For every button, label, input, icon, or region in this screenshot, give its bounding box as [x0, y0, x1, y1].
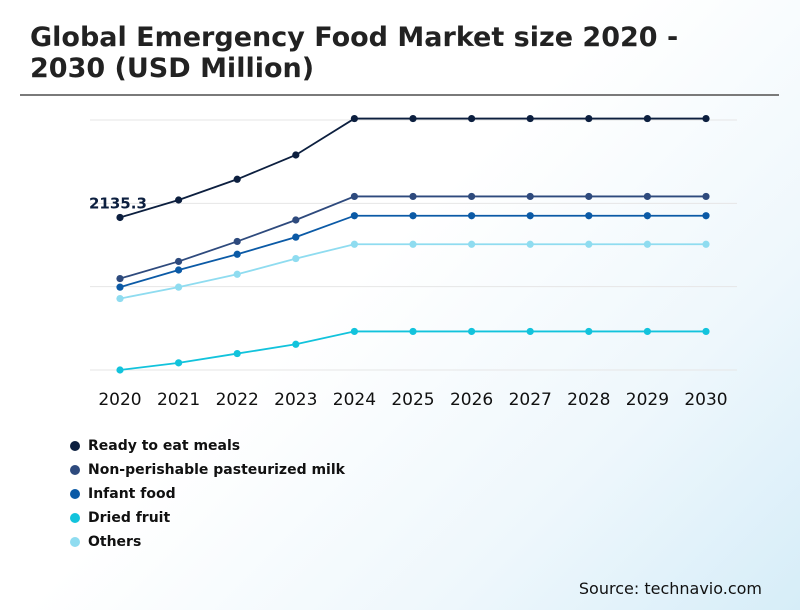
data-point [292, 233, 300, 241]
x-tick-label: 2022 [216, 390, 259, 410]
data-point [526, 114, 534, 123]
legend-dot-icon [70, 465, 80, 475]
data-point [468, 240, 476, 248]
data-point [116, 366, 124, 374]
data-point [233, 175, 241, 183]
data-point [526, 327, 534, 336]
data-point [526, 192, 534, 201]
data-point [292, 254, 300, 263]
legend-item: Non-perishable pasteurized milk [70, 458, 345, 482]
data-point [175, 359, 183, 367]
data-point [468, 114, 476, 123]
legend-label: Non-perishable pasteurized milk [88, 462, 345, 478]
legend-label: Infant food [88, 486, 176, 502]
data-point [526, 212, 534, 220]
data-point [116, 294, 124, 303]
source-credit: Source: technavio.com [578, 579, 762, 598]
data-point [409, 212, 417, 220]
legend-item: Ready to eat meals [70, 434, 345, 458]
data-point [175, 266, 183, 274]
data-point [468, 327, 476, 336]
data-point [116, 283, 124, 291]
data-point [175, 196, 183, 204]
data-point [643, 192, 652, 201]
x-tick-label: 2025 [391, 390, 434, 410]
legend-label: Ready to eat meals [88, 438, 241, 454]
data-point [175, 283, 183, 291]
data-point [702, 192, 710, 201]
data-point [233, 270, 241, 278]
x-tick-label: 2026 [450, 390, 493, 410]
data-point [702, 327, 710, 336]
series-line [119, 117, 706, 219]
x-tick-label: 2024 [333, 390, 376, 410]
legend-item: Infant food [70, 482, 345, 506]
chart-legend: Ready to eat meals Non-perishable pasteur… [70, 434, 345, 554]
data-point [350, 212, 358, 220]
legend-label: Dried fruit [88, 510, 171, 526]
data-point [526, 240, 534, 248]
data-point [702, 212, 710, 220]
data-point [233, 250, 241, 258]
data-point [585, 212, 593, 220]
data-point [350, 192, 358, 201]
data-point [702, 114, 710, 123]
legend-dot-icon [70, 537, 80, 547]
data-point [643, 212, 652, 220]
title-divider [20, 94, 779, 96]
x-tick-label: 2029 [626, 390, 669, 410]
chart-title: Global Emergency Food Market size 2020 -… [30, 22, 679, 84]
legend-item: Others [70, 530, 345, 554]
data-point [350, 114, 358, 123]
x-tick-label: 2021 [157, 390, 200, 410]
legend-dot-icon [70, 441, 80, 451]
data-point [702, 240, 710, 248]
legend-dot-icon [70, 513, 80, 523]
x-tick-label: 2020 [98, 390, 141, 410]
x-tick-label: 2030 [684, 390, 727, 410]
data-point [233, 237, 241, 246]
data-point [292, 340, 300, 348]
data-point [643, 327, 652, 336]
x-tick-label: 2027 [509, 390, 552, 410]
data-point [643, 240, 652, 248]
data-point [116, 274, 124, 283]
line-chart: 2020 2021 2022 2023 2024 2025 2026 2027 2028 2029… [89, 114, 737, 410]
data-point [350, 327, 358, 336]
data-point [350, 240, 358, 248]
data-point [409, 192, 417, 201]
data-point [409, 114, 417, 123]
legend-label: Others [88, 534, 142, 550]
data-point [292, 216, 300, 224]
data-point [585, 327, 593, 336]
data-point [468, 212, 476, 220]
data-point [585, 114, 593, 123]
data-point [585, 192, 593, 201]
data-point [292, 151, 300, 159]
data-point [409, 240, 417, 248]
x-tick-label: 2023 [274, 390, 317, 410]
data-point [175, 257, 183, 266]
data-point [409, 327, 417, 336]
data-point [585, 240, 593, 248]
series-line [119, 243, 706, 300]
legend-item: Dried fruit [70, 506, 345, 530]
data-point [233, 349, 241, 358]
series-line [119, 195, 706, 280]
x-tick-label: 2028 [567, 390, 610, 410]
data-point [643, 114, 652, 123]
data-point [468, 192, 476, 201]
data-label: 2135.3 [89, 194, 147, 212]
data-point [116, 213, 124, 222]
series-line [119, 330, 706, 371]
legend-dot-icon [70, 489, 80, 499]
